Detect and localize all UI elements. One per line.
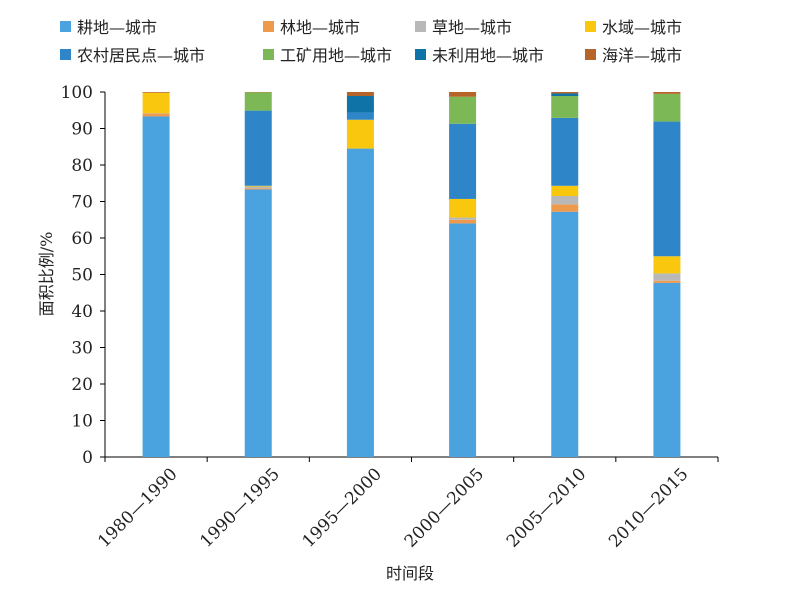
y-tick-label: 60 <box>71 229 93 249</box>
y-tick-label: 30 <box>71 339 93 359</box>
bar-segment <box>244 92 272 111</box>
y-tick-label: 40 <box>71 302 93 322</box>
bar-segment <box>449 123 477 199</box>
y-axis-label: 面积比例/% <box>37 232 56 317</box>
legend-label: 农村居民点—城市 <box>77 46 206 65</box>
legend-item: 林地—城市 <box>263 14 360 38</box>
bar-segment <box>653 121 681 257</box>
bar-segment <box>142 92 170 114</box>
x-tick-label: 2000—2005 <box>401 464 488 551</box>
bar-segment <box>449 92 477 97</box>
legend-item: 农村居民点—城市 <box>60 42 205 66</box>
y-tick-label: 10 <box>71 412 93 432</box>
legend-label: 水域—城市 <box>602 18 683 37</box>
bar-segment <box>142 113 170 117</box>
legend-item: 水域—城市 <box>585 14 682 38</box>
y-tick-label: 70 <box>71 193 93 213</box>
bar-segment <box>244 188 272 190</box>
legend-swatch <box>415 48 426 60</box>
x-tick-label: 2005—2010 <box>503 464 590 551</box>
y-tick-label: 20 <box>71 375 93 395</box>
bar-segment <box>244 110 272 186</box>
bar-segment <box>551 204 579 212</box>
bar-segment <box>449 217 477 220</box>
x-axis-label: 时间段 <box>386 564 434 583</box>
bar-segment <box>653 93 681 122</box>
y-tick-label: 90 <box>71 120 93 140</box>
bar-segment <box>551 196 579 205</box>
bar-segment <box>449 96 477 124</box>
legend-label: 草地—城市 <box>432 18 513 37</box>
x-tick-label: 1995—2000 <box>299 464 386 551</box>
bar-segment <box>551 92 579 94</box>
bar-segment <box>551 211 579 457</box>
bar-segment <box>244 189 272 457</box>
legend-swatch <box>263 48 274 60</box>
legend-swatch <box>60 20 71 32</box>
bar-segment <box>346 148 374 457</box>
x-tick-label: 2010—2015 <box>605 464 692 551</box>
bar-segment <box>346 112 374 120</box>
legend-swatch <box>585 20 596 32</box>
y-tick-label: 50 <box>71 266 93 286</box>
legend-item: 草地—城市 <box>415 14 512 38</box>
bar-segment <box>653 280 681 283</box>
bar-segment <box>346 92 374 97</box>
legend-label: 未利用地—城市 <box>432 46 545 65</box>
bar-segment <box>551 185 579 197</box>
legend-item: 未利用地—城市 <box>415 42 544 66</box>
legend-item: 工矿用地—城市 <box>263 42 392 66</box>
bar-segment <box>449 198 477 218</box>
bar-segment <box>142 92 170 93</box>
chart-legend: 耕地—城市 林地—城市 草地—城市 水域—城市农村居民点—城市 工矿用地—城市 未利用地—… <box>60 14 760 74</box>
legend-swatch <box>585 48 596 60</box>
bar-segment <box>551 93 579 97</box>
bar-segment <box>653 92 681 94</box>
bar-segment <box>653 273 681 281</box>
plot-area: 0 10 20 30 40 50 60 70 80 90 100 1980—1990 1990—1995… <box>61 83 719 552</box>
legend-label: 耕地—城市 <box>77 18 158 37</box>
x-tick-label: 1990—1995 <box>196 464 283 551</box>
legend-item: 海洋—城市 <box>585 42 682 66</box>
bar-segment <box>653 282 681 457</box>
bar-segment <box>244 185 272 187</box>
legend-label: 工矿用地—城市 <box>280 46 393 65</box>
y-tick-label: 80 <box>71 156 93 176</box>
bar-segment <box>449 223 477 457</box>
legend-item: 耕地—城市 <box>60 14 157 38</box>
bar-segment <box>346 119 374 149</box>
bar-segment <box>449 219 477 224</box>
bar-segment <box>551 117 579 186</box>
legend-swatch <box>415 20 426 32</box>
y-tick-label: 0 <box>82 448 93 468</box>
x-tick-label: 1980—1990 <box>94 464 181 551</box>
legend-swatch <box>263 20 274 32</box>
bar-segment <box>346 96 374 113</box>
legend-label: 海洋—城市 <box>602 46 683 65</box>
bar-segment <box>142 116 170 457</box>
legend-label: 林地—城市 <box>280 18 361 37</box>
bar-segment <box>551 96 579 118</box>
y-tick-label: 100 <box>61 83 93 103</box>
bar-segment <box>244 186 272 189</box>
bar-segment <box>653 256 681 274</box>
legend-swatch <box>60 48 71 60</box>
